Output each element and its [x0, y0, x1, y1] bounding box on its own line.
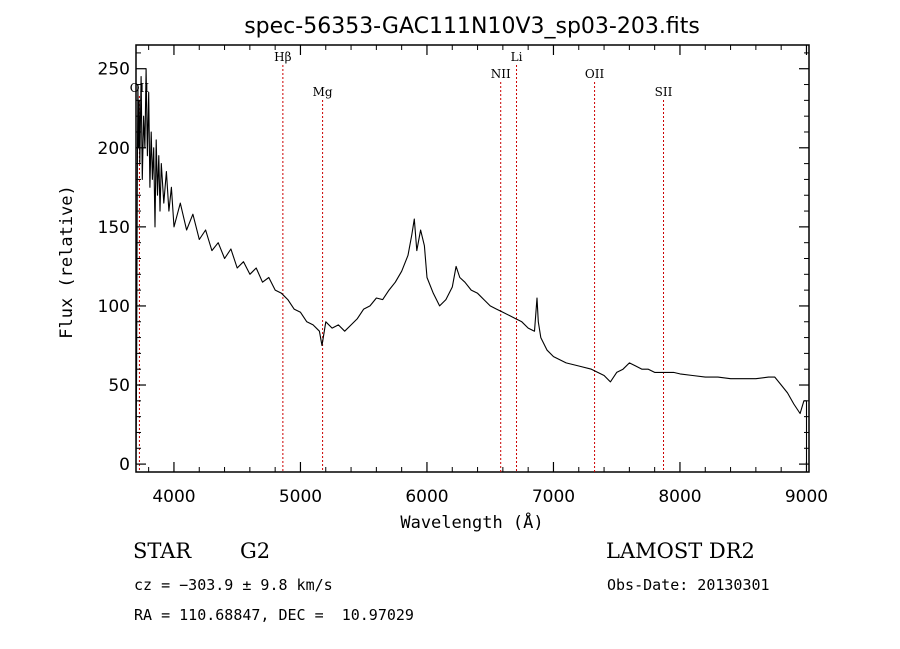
x-tick-label: 4000 [152, 487, 195, 507]
spectral-line-label: Hβ [274, 50, 291, 64]
x-tick-label: 7000 [532, 487, 575, 507]
survey-name: LAMOST DR2 [606, 539, 755, 563]
spectral-line-label: NII [491, 67, 511, 81]
spectral-line-label: OII [130, 81, 150, 95]
x-tick-label: 6000 [405, 487, 448, 507]
spectral-line-label: Li [511, 50, 523, 64]
y-tick-label: 100 [98, 297, 130, 317]
spectral-line-label: SII [655, 85, 673, 99]
chart-title: spec-56353-GAC111N10V3_sp03-203.fits [244, 14, 700, 39]
y-tick-label: 250 [98, 60, 130, 80]
redshift-readout: cz = −303.9 ± 9.8 km/s [134, 576, 333, 594]
x-axis-label: Wavelength (Å) [400, 511, 543, 533]
x-tick-label: 5000 [279, 487, 322, 507]
spectral-line-label: OII [585, 67, 605, 81]
x-tick-label: 8000 [658, 487, 701, 507]
x-tick-label: 9000 [785, 487, 828, 507]
y-tick-label: 50 [108, 376, 130, 396]
obs-date: Obs-Date: 20130301 [607, 576, 770, 594]
spectrum-flux-line [135, 68, 808, 465]
spectral-line-label: Mg [313, 85, 333, 99]
y-tick-label: 200 [98, 139, 130, 159]
plot-frame [135, 44, 810, 473]
y-tick-label: 0 [119, 455, 130, 475]
object-class: STAR [133, 539, 192, 563]
y-axis-label: Flux (relative) [57, 185, 77, 339]
object-subclass: G2 [240, 539, 270, 563]
coordinates-readout: RA = 110.68847, DEC = 10.97029 [134, 606, 414, 624]
y-tick-label: 150 [98, 218, 130, 238]
